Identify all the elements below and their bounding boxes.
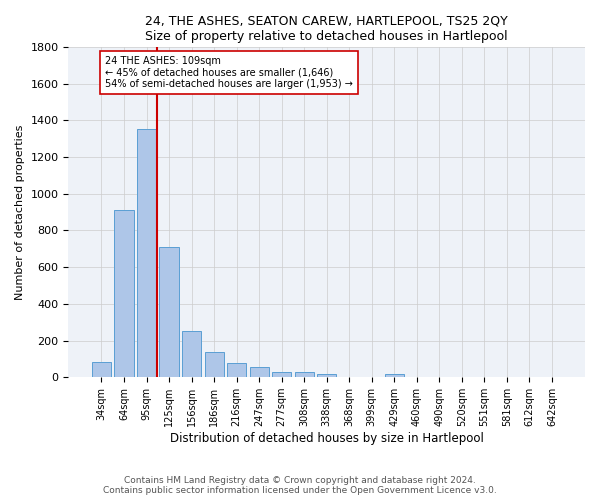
Bar [385,374,404,377]
Bar [227,362,246,377]
X-axis label: Distribution of detached houses by size in Hartlepool: Distribution of detached houses by size … [170,432,484,445]
Y-axis label: Number of detached properties: Number of detached properties [15,124,25,300]
Bar [137,128,156,377]
Bar [92,362,111,377]
Text: Contains HM Land Registry data © Crown copyright and database right 2024.
Contai: Contains HM Land Registry data © Crown c… [103,476,497,495]
Bar [205,352,224,377]
Bar [250,367,269,377]
Bar [160,247,179,377]
Title: 24, THE ASHES, SEATON CAREW, HARTLEPOOL, TS25 2QY
Size of property relative to d: 24, THE ASHES, SEATON CAREW, HARTLEPOOL,… [145,15,508,43]
Bar [182,332,201,377]
Bar [272,372,291,377]
Bar [317,374,336,377]
Bar [295,372,314,377]
Bar [115,210,134,377]
Text: 24 THE ASHES: 109sqm
← 45% of detached houses are smaller (1,646)
54% of semi-de: 24 THE ASHES: 109sqm ← 45% of detached h… [105,56,353,90]
